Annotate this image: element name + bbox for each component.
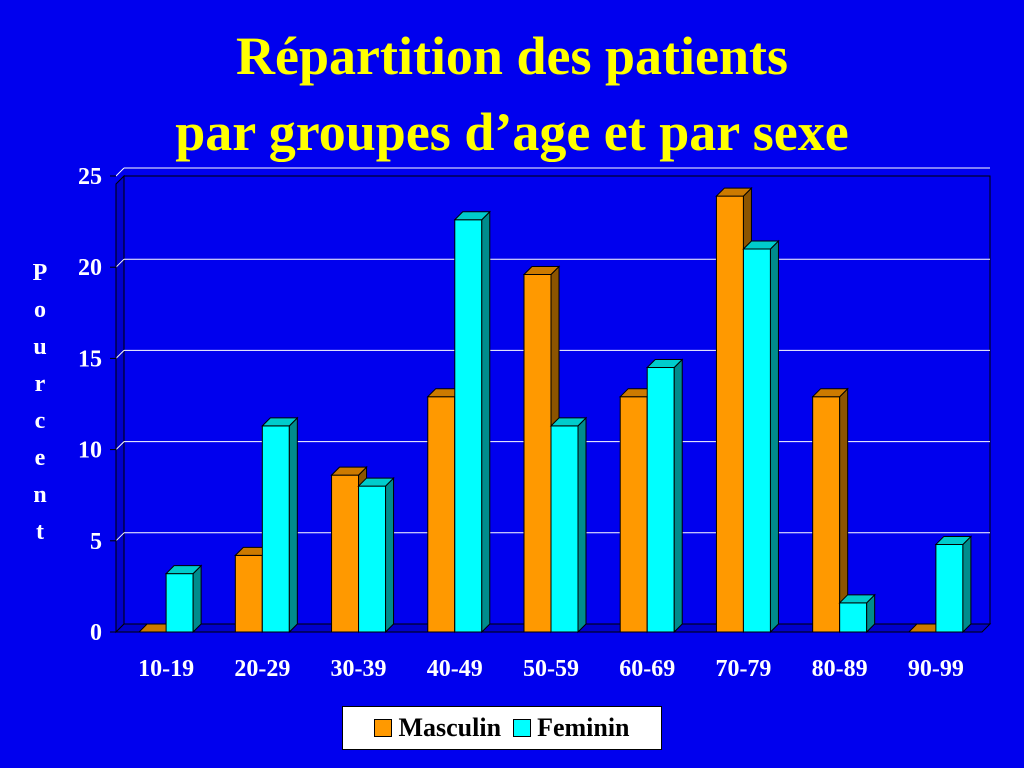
bar-feminin-60-69 <box>646 367 675 633</box>
gridline-side <box>115 441 125 450</box>
bar-feminin-80-89 <box>839 602 868 633</box>
chart-title-line-2: par groupes d’age et par sexe <box>175 102 849 162</box>
bar-side-feminin-70-79 <box>769 239 779 634</box>
y-tick-label: 20 <box>78 255 102 281</box>
bar-top-feminin-60-69 <box>646 359 684 369</box>
bar-masculin-80-89 <box>812 396 841 633</box>
bar-top-masculin-70-79 <box>715 187 753 197</box>
y-tick-label: 10 <box>78 438 102 464</box>
x-tick-label: 90-99 <box>908 656 964 682</box>
bar-feminin-30-39 <box>358 485 387 633</box>
y-tick-label: 5 <box>90 529 102 555</box>
y-axis-label-letter: P <box>33 260 48 286</box>
x-tick-label: 30-39 <box>331 656 387 682</box>
bar-side-feminin-20-29 <box>288 416 298 634</box>
x-tick-label: 20-29 <box>234 656 290 682</box>
bar-top-feminin-70-79 <box>742 240 780 250</box>
legend-label-feminin: Feminin <box>537 713 630 742</box>
bar-masculin-20-29 <box>234 554 263 633</box>
y-axis-label-letter: o <box>34 297 46 323</box>
y-tick-label: 25 <box>78 164 102 190</box>
bar-top-feminin-30-39 <box>357 477 395 487</box>
bar-top-feminin-50-59 <box>549 417 588 427</box>
bar-feminin-20-29 <box>261 425 290 633</box>
y-tick-label: 0 <box>90 620 102 646</box>
bar-feminin-90-99 <box>935 543 964 633</box>
legend-label-masculin: Masculin <box>398 713 502 742</box>
bar-feminin-50-59 <box>550 425 579 633</box>
y-axis-label-letter: n <box>33 482 46 508</box>
bar-side-feminin-40-49 <box>481 210 491 634</box>
y-axis-label-letter: r <box>35 371 46 397</box>
bar-top-feminin-20-29 <box>261 417 299 427</box>
bar-side-feminin-30-39 <box>385 476 395 634</box>
bar-masculin-60-69 <box>619 396 648 633</box>
chart-legend: Masculin Feminin <box>342 706 662 750</box>
bar-feminin-40-49 <box>454 219 483 633</box>
legend-item-feminin: Feminin <box>513 713 630 743</box>
bar-top-feminin-10-19 <box>164 565 203 575</box>
legend-item-masculin: Masculin <box>374 713 501 743</box>
bar-side-feminin-10-19 <box>192 564 202 634</box>
gridline-side <box>115 258 125 268</box>
bar-top-masculin-50-59 <box>522 265 561 275</box>
x-tick-label: 80-89 <box>812 656 868 682</box>
x-tick-label: 70-79 <box>715 656 771 682</box>
bar-chart: 0 5 10 15 20 25 10-19 20-29 30-39 40-49 50-59 60-69… <box>33 164 992 682</box>
legend-swatch-masculin <box>374 719 393 737</box>
bar-feminin-70-79 <box>742 248 771 633</box>
bar-top-feminin-80-89 <box>838 594 876 604</box>
x-tick-label: 10-19 <box>138 656 194 682</box>
y-axis-label-letter: c <box>35 408 46 434</box>
y-axis-label-letter: e <box>35 445 46 471</box>
x-tick-label: 40-49 <box>427 656 483 682</box>
bar-masculin-40-49 <box>427 396 456 633</box>
bar-masculin-50-59 <box>523 273 552 633</box>
y-axis-label-letter: t <box>36 519 44 545</box>
gridline-side <box>115 350 125 359</box>
bar-side-feminin-50-59 <box>577 416 587 634</box>
x-tick-label: 60-69 <box>619 656 675 682</box>
bar-top-masculin-30-39 <box>330 466 368 476</box>
bar-top-masculin-80-89 <box>811 388 849 398</box>
legend-swatch-feminin <box>513 719 532 737</box>
gridline-side <box>115 167 125 177</box>
y-tick-label: 15 <box>78 346 102 372</box>
bar-masculin-70-79 <box>715 195 744 633</box>
bar-top-feminin-40-49 <box>453 211 491 221</box>
x-tick-label: 50-59 <box>523 656 579 682</box>
plot-side-wall <box>115 174 125 634</box>
chart-title-line-1: Répartition des patients <box>236 26 788 86</box>
bar-feminin-10-19 <box>165 573 194 633</box>
gridline-side <box>115 532 125 542</box>
bar-side-feminin-60-69 <box>673 358 683 634</box>
y-axis-label-letter: u <box>33 334 46 360</box>
bar-top-feminin-90-99 <box>934 535 973 545</box>
bar-side-feminin-90-99 <box>962 535 972 634</box>
bar-masculin-30-39 <box>331 474 360 633</box>
